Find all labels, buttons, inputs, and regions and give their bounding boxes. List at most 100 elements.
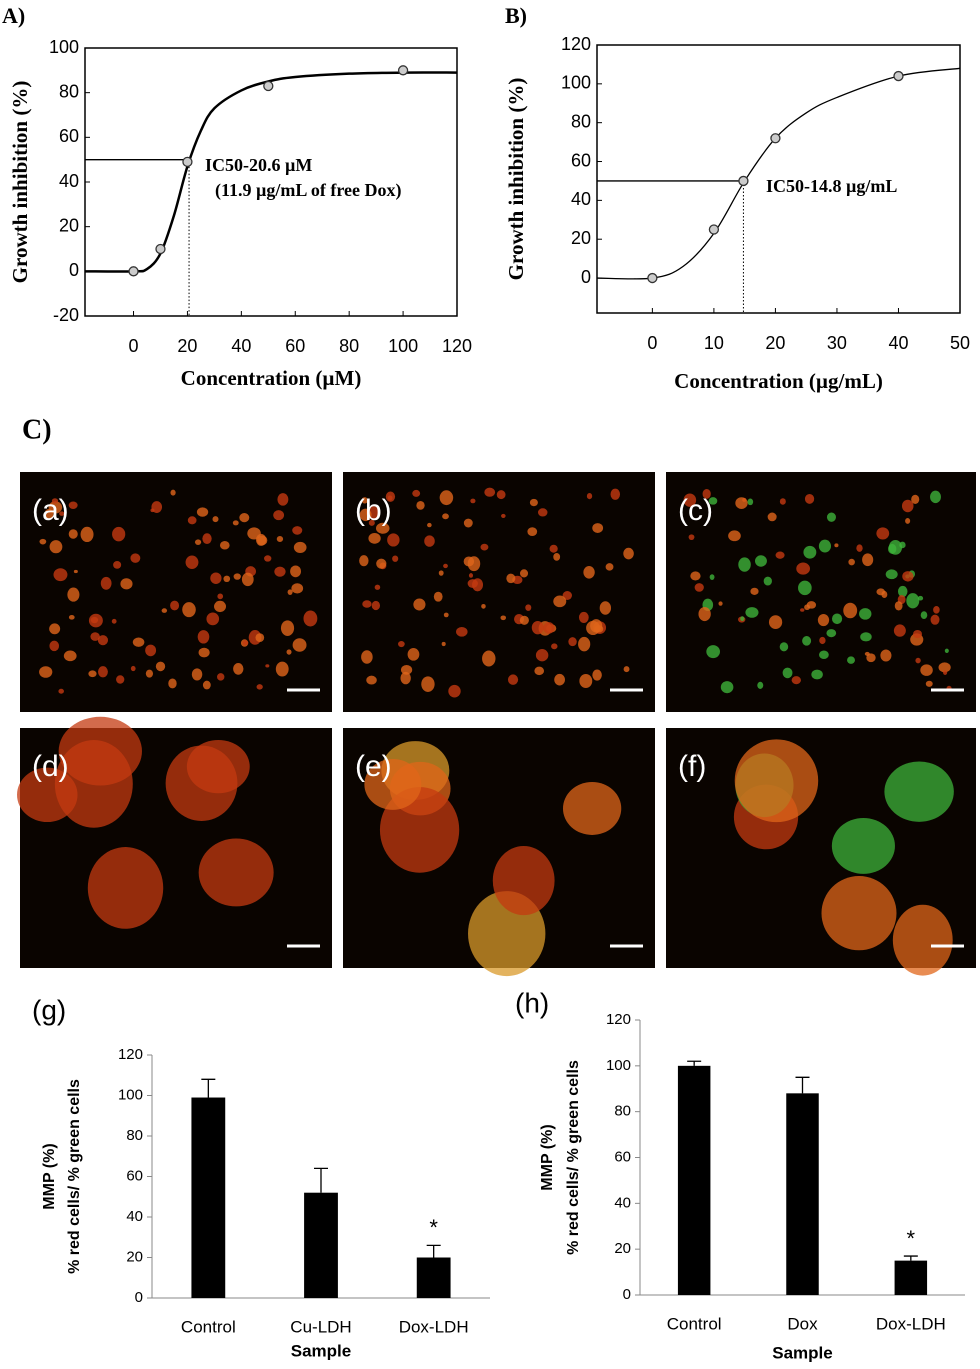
cell [292, 526, 303, 535]
cell [210, 572, 222, 584]
bar [191, 1097, 226, 1298]
cell [754, 555, 767, 567]
cell [906, 593, 920, 609]
cell [586, 493, 593, 500]
y-tick-label: 120 [561, 34, 591, 54]
cell [943, 670, 948, 675]
cell [198, 647, 210, 658]
cell [821, 876, 897, 951]
fit-curve [596, 67, 961, 280]
cell [537, 508, 548, 517]
cell [519, 615, 529, 625]
cell [87, 847, 164, 929]
cell [68, 614, 75, 620]
micrograph-texture [683, 488, 952, 694]
cell [366, 675, 377, 685]
cell [264, 555, 272, 562]
x-tick-label: Control [181, 1317, 236, 1336]
cell [467, 556, 481, 572]
cell [688, 534, 695, 541]
cell [718, 601, 723, 606]
cell [39, 538, 47, 545]
cell [448, 684, 461, 698]
cell [100, 576, 112, 590]
cell [120, 578, 133, 590]
cell [930, 614, 940, 625]
x-tick-label: 50 [950, 333, 970, 353]
cell [58, 688, 64, 694]
cell [819, 636, 826, 645]
data-point [893, 70, 904, 82]
cell [551, 643, 558, 650]
cell [359, 555, 369, 567]
micrograph-texture [39, 489, 318, 694]
cell [185, 555, 199, 570]
cell [182, 602, 196, 618]
x-tick-label: Dox [787, 1314, 818, 1333]
cell [116, 675, 125, 684]
micrograph-texture [17, 716, 274, 929]
cell [862, 553, 874, 567]
cell [191, 668, 203, 681]
cell [217, 673, 225, 681]
cell [168, 678, 177, 689]
cell [583, 565, 595, 579]
x-axis-label: Sample [291, 1341, 351, 1360]
cell [359, 508, 372, 522]
cell [68, 529, 78, 539]
bar [304, 1192, 338, 1298]
cell [847, 656, 855, 664]
cell [481, 603, 486, 609]
error-bar [795, 1076, 810, 1094]
y-tick-label: 20 [614, 1240, 631, 1257]
cell [880, 649, 892, 662]
cell [371, 600, 381, 611]
cell [768, 615, 783, 629]
cell [553, 595, 567, 608]
cell [392, 555, 399, 562]
x-tick-label: 120 [442, 336, 472, 356]
cell [472, 578, 484, 592]
cell [273, 510, 285, 521]
cell [831, 817, 895, 874]
cell [834, 543, 839, 548]
cell [859, 608, 872, 620]
cell [905, 517, 911, 524]
cell [53, 568, 68, 582]
error-bar [687, 1060, 702, 1066]
cell [534, 666, 545, 676]
y-tick-label: 60 [571, 150, 591, 170]
panel-label: A) [2, 3, 25, 28]
y-tick-label: 120 [606, 1011, 631, 1028]
x-tick-label: 30 [827, 333, 847, 353]
cell [531, 620, 544, 635]
cell [876, 527, 890, 540]
panel-label: (h) [515, 987, 549, 1018]
micrograph-label: (b) [355, 494, 392, 527]
cell [276, 536, 284, 543]
y-tick-label: 60 [614, 1148, 631, 1165]
cell [398, 640, 405, 648]
cell [130, 553, 141, 563]
cell [708, 497, 718, 505]
cell [63, 650, 77, 662]
x-tick-label: 60 [285, 336, 305, 356]
cell [256, 684, 263, 690]
error-bar [426, 1244, 441, 1258]
cell [364, 758, 422, 810]
cell [155, 661, 166, 672]
y-tick-label: 60 [59, 126, 79, 146]
cell [894, 601, 903, 611]
cell [913, 629, 922, 639]
cell [241, 572, 254, 587]
cell [779, 642, 789, 652]
cell [130, 665, 136, 672]
cell [150, 508, 155, 513]
cell [590, 619, 603, 633]
x-tick-label: Dox-LDH [876, 1314, 946, 1333]
cell [361, 497, 368, 504]
cell [80, 526, 94, 543]
cell [202, 680, 211, 690]
cell [255, 533, 267, 546]
